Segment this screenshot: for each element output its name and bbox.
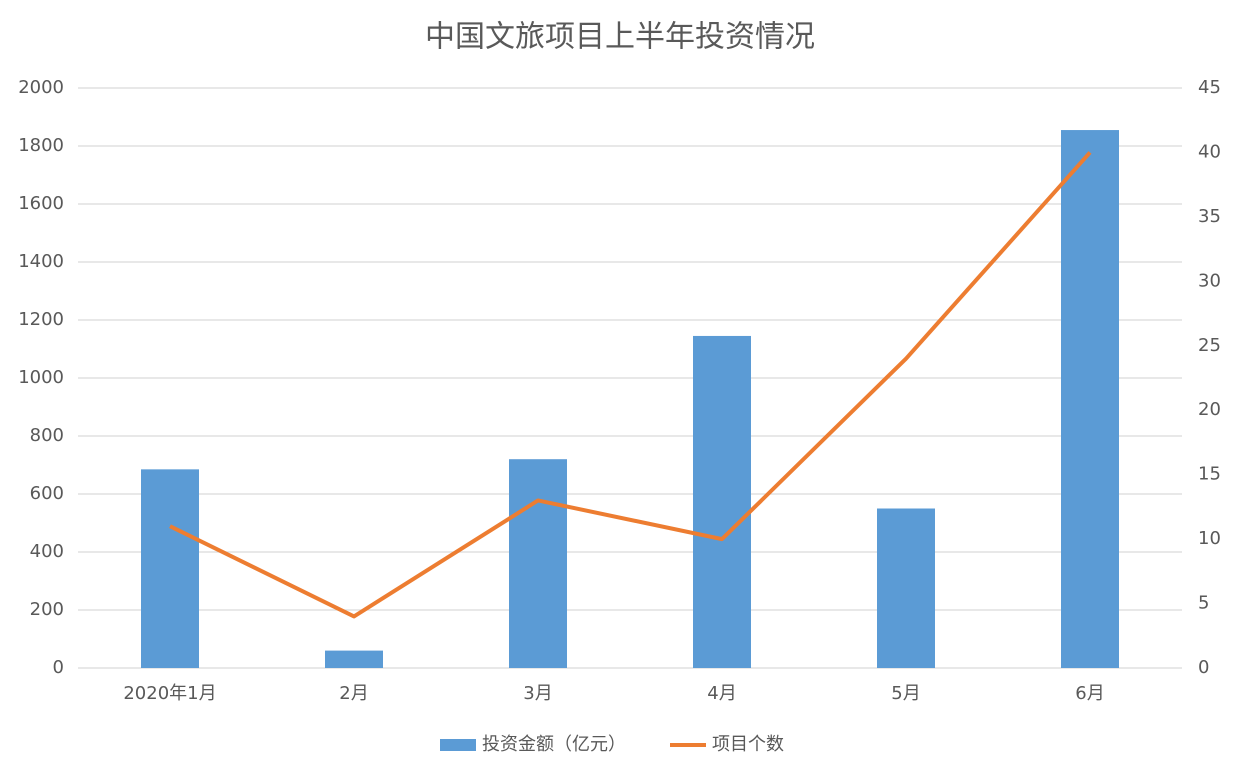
y-tick-label: 1800: [18, 135, 64, 156]
y-tick-label: 2000: [18, 77, 64, 98]
y2-tick-label: 5: [1198, 593, 1209, 614]
x-tick-label: 2月: [339, 683, 368, 704]
y-tick-label: 0: [53, 657, 64, 678]
bar: [141, 469, 199, 668]
bar: [693, 335, 751, 668]
y-tick-label: 1000: [18, 367, 64, 388]
y2-tick-label: 30: [1198, 270, 1221, 291]
y2-tick-label: 45: [1198, 77, 1221, 98]
y-tick-label: 600: [30, 483, 64, 504]
y2-tick-label: 15: [1198, 464, 1221, 485]
legend-label: 项目个数: [712, 734, 784, 755]
y-tick-label: 1400: [18, 251, 64, 272]
x-tick-label: 3月: [523, 683, 552, 704]
line: [169, 151, 1092, 619]
y2-tick-label: 10: [1198, 528, 1221, 549]
bar: [509, 459, 567, 668]
y-tick-label: 1200: [18, 309, 64, 330]
y-tick-label: 400: [30, 541, 64, 562]
x-tick-label: 2020年1月: [123, 683, 216, 704]
y2-tick-label: 35: [1198, 206, 1221, 227]
y2-tick-label: 20: [1198, 399, 1221, 420]
x-tick-label: 5月: [891, 683, 920, 704]
y2-tick-label: 25: [1198, 335, 1221, 356]
chart-title: 中国文旅项目上半年投资情况: [425, 20, 815, 55]
y2-tick-label: 40: [1198, 141, 1221, 162]
legend-label: 投资金额（亿元）: [482, 734, 626, 755]
x-tick-label: 6月: [1075, 683, 1104, 704]
legend-symbol: [440, 739, 476, 751]
y2-tick-label: 0: [1198, 657, 1209, 678]
x-tick-label: 4月: [707, 683, 736, 704]
y-tick-label: 1600: [18, 193, 64, 214]
bar: [325, 650, 383, 668]
bar: [1061, 130, 1119, 669]
y-tick-label: 800: [30, 425, 64, 446]
bar: [877, 508, 935, 668]
y-tick-label: 200: [30, 599, 64, 620]
